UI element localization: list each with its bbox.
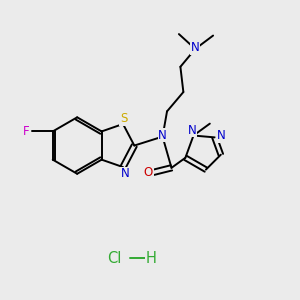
Text: N: N bbox=[188, 124, 196, 137]
Text: S: S bbox=[120, 112, 127, 125]
Text: H: H bbox=[146, 251, 157, 266]
Text: O: O bbox=[144, 166, 153, 179]
Text: N: N bbox=[121, 167, 130, 180]
Text: N: N bbox=[191, 41, 200, 54]
Text: F: F bbox=[23, 125, 30, 138]
Text: N: N bbox=[217, 129, 225, 142]
Text: N: N bbox=[158, 129, 167, 142]
Text: Cl: Cl bbox=[107, 251, 122, 266]
